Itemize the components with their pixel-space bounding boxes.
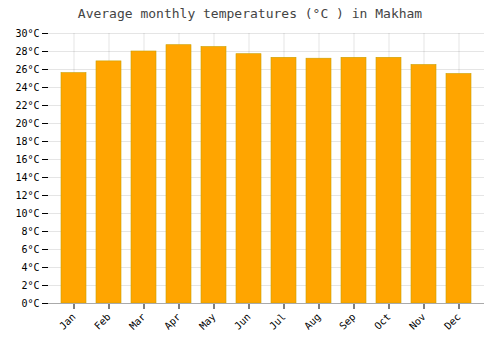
svg-text:24°C: 24°C [15, 82, 39, 93]
svg-text:4°C: 4°C [21, 262, 39, 273]
svg-text:Oct: Oct [372, 311, 393, 332]
svg-text:Dec: Dec [442, 311, 463, 332]
svg-text:May: May [197, 311, 218, 332]
svg-text:6°C: 6°C [21, 244, 39, 255]
svg-text:Sep: Sep [337, 311, 358, 332]
svg-text:Feb: Feb [92, 311, 113, 332]
svg-text:10°C: 10°C [15, 208, 39, 219]
svg-text:Jun: Jun [232, 311, 253, 332]
svg-text:14°C: 14°C [15, 172, 39, 183]
html-text:Average monthly temperatures (: Average monthly temperatures (°C ) in Ma… [77, 6, 423, 21]
svg-text:18°C: 18°C [15, 136, 39, 147]
svg-text:Mar: Mar [127, 311, 148, 332]
svg-text:12°C: 12°C [15, 190, 39, 201]
svg-text:28°C: 28°C [15, 46, 39, 57]
svg-text:16°C: 16°C [15, 154, 39, 165]
svg-text:22°C: 22°C [15, 100, 39, 111]
svg-text:Aug: Aug [302, 311, 323, 332]
svg-text:0°C: 0°C [21, 298, 39, 309]
svg-text:Jan: Jan [57, 311, 78, 332]
svg-text:26°C: 26°C [15, 64, 39, 75]
svg-text:Jul: Jul [267, 311, 288, 332]
svg-text:Nov: Nov [407, 311, 428, 332]
svg-text:Apr: Apr [162, 311, 183, 332]
svg-text:30°C: 30°C [15, 28, 39, 39]
svg-text:20°C: 20°C [15, 118, 39, 129]
svg-text:2°C: 2°C [21, 280, 39, 291]
svg-text:8°C: 8°C [21, 226, 39, 237]
